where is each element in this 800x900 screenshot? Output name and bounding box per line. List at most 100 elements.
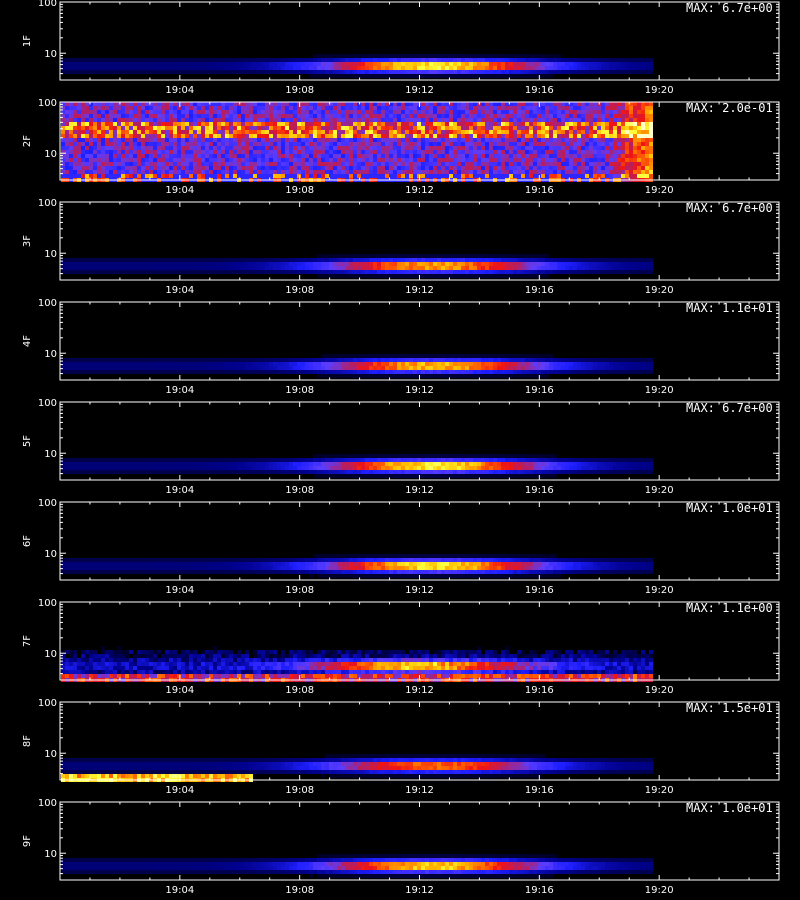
- heatmap-cell: [277, 266, 281, 270]
- heatmap-cell: [333, 166, 337, 170]
- heatmap-cell: [117, 262, 121, 266]
- heatmap-cell: [313, 358, 317, 362]
- heatmap-cell: [489, 162, 493, 166]
- heatmap-cell: [417, 54, 421, 58]
- heatmap-cell: [245, 134, 249, 138]
- heatmap-cell: [169, 114, 173, 118]
- heatmap-cell: [449, 62, 453, 66]
- heatmap-cell: [353, 62, 357, 66]
- heatmap-cell: [193, 58, 197, 62]
- heatmap-cell: [209, 270, 213, 274]
- heatmap-cell: [265, 130, 269, 134]
- heatmap-cell: [469, 62, 473, 66]
- heatmap-cell: [449, 110, 453, 114]
- heatmap-cell: [565, 130, 569, 134]
- heatmap-cell: [453, 258, 457, 262]
- heatmap-cell: [617, 262, 621, 266]
- heatmap-cell: [233, 146, 237, 150]
- heatmap-cell: [489, 138, 493, 142]
- heatmap-cell: [237, 126, 241, 130]
- heatmap-cell: [433, 74, 437, 78]
- heatmap-cell: [337, 362, 341, 366]
- heatmap-cell: [129, 162, 133, 166]
- heatmap-cell: [197, 138, 201, 142]
- heatmap-cell: [513, 74, 517, 78]
- heatmap-cell: [185, 142, 189, 146]
- heatmap-cell: [529, 122, 533, 126]
- heatmap-cell: [137, 130, 141, 134]
- heatmap-cell: [557, 118, 561, 122]
- heatmap-cell: [333, 58, 337, 62]
- heatmap-cell: [453, 114, 457, 118]
- heatmap-cell: [553, 122, 557, 126]
- heatmap-cell: [325, 362, 329, 366]
- heatmap-cell: [185, 358, 189, 362]
- heatmap-cell: [533, 354, 537, 358]
- heatmap-cell: [309, 358, 313, 362]
- heatmap-cell: [289, 154, 293, 158]
- heatmap-cell: [269, 158, 273, 162]
- heatmap-cell: [245, 266, 249, 270]
- heatmap-cell: [189, 70, 193, 74]
- heatmap-cell: [629, 134, 633, 138]
- heatmap-cell: [485, 174, 489, 178]
- heatmap-cell: [589, 126, 593, 130]
- heatmap-cell: [493, 150, 497, 154]
- heatmap-cell: [313, 266, 317, 270]
- heatmap-cell: [73, 266, 77, 270]
- heatmap-cell: [325, 274, 329, 278]
- heatmap-cell: [529, 106, 533, 110]
- heatmap-cell: [417, 258, 421, 262]
- heatmap-cell: [433, 270, 437, 274]
- heatmap-cell: [541, 114, 545, 118]
- heatmap-cell: [389, 262, 393, 266]
- heatmap-cell: [105, 158, 109, 162]
- heatmap-cell: [341, 354, 345, 358]
- heatmap-cell: [169, 358, 173, 362]
- heatmap-cell: [569, 134, 573, 138]
- heatmap-cell: [101, 118, 105, 122]
- heatmap-cell: [245, 362, 249, 366]
- heatmap-cell: [461, 74, 465, 78]
- heatmap-cell: [289, 134, 293, 138]
- heatmap-cell: [485, 254, 489, 258]
- heatmap-cell: [409, 150, 413, 154]
- heatmap-cell: [409, 126, 413, 130]
- heatmap-cell: [533, 106, 537, 110]
- heatmap-cell: [125, 126, 129, 130]
- heatmap-cell: [125, 130, 129, 134]
- heatmap-cell: [473, 158, 477, 162]
- heatmap-cell: [145, 130, 149, 134]
- heatmap-cell: [645, 138, 649, 142]
- heatmap-cell: [313, 126, 317, 130]
- heatmap-cell: [129, 138, 133, 142]
- heatmap-cell: [517, 58, 521, 62]
- heatmap-cell: [217, 146, 221, 150]
- heatmap-cell: [421, 254, 425, 258]
- heatmap-cell: [417, 130, 421, 134]
- heatmap-cell: [469, 174, 473, 178]
- heatmap-cell: [117, 126, 121, 130]
- heatmap-cell: [65, 362, 69, 366]
- heatmap-cell: [85, 258, 89, 262]
- heatmap-cell: [289, 158, 293, 162]
- heatmap-cell: [345, 134, 349, 138]
- heatmap-cell: [129, 126, 133, 130]
- heatmap-cell: [101, 270, 105, 274]
- heatmap-cell: [441, 154, 445, 158]
- heatmap-cell: [493, 154, 497, 158]
- heatmap-cell: [545, 166, 549, 170]
- heatmap-cell: [245, 358, 249, 362]
- heatmap-cell: [329, 110, 333, 114]
- heatmap-cell: [441, 158, 445, 162]
- heatmap-cell: [141, 162, 145, 166]
- heatmap-cell: [145, 150, 149, 154]
- heatmap-cell: [397, 126, 401, 130]
- heatmap-cell: [149, 134, 153, 138]
- heatmap-cell: [149, 166, 153, 170]
- heatmap-cell: [589, 118, 593, 122]
- heatmap-cell: [129, 150, 133, 154]
- heatmap-cell: [157, 134, 161, 138]
- heatmap-cell: [449, 166, 453, 170]
- heatmap-cell: [609, 150, 613, 154]
